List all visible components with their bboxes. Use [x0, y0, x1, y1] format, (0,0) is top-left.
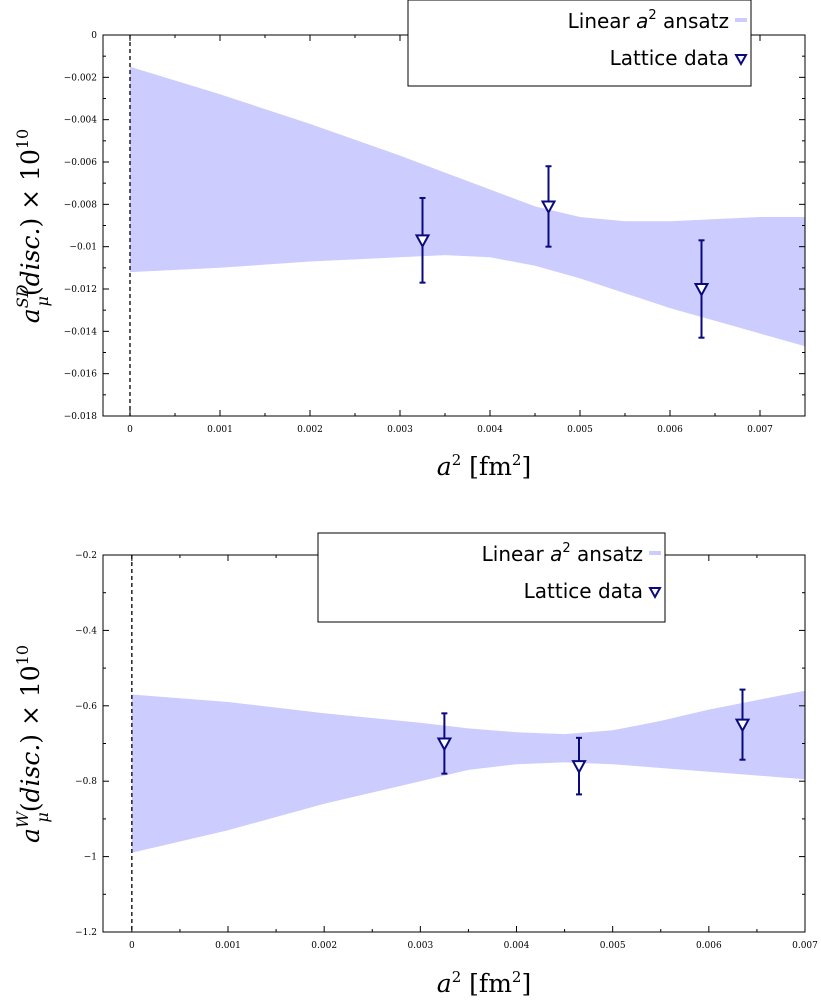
- y-axis-label: aSDμ(disc.) × 1010: [13, 129, 52, 323]
- y-tick-label: −0.012: [64, 285, 97, 295]
- x-tick-label: 0.005: [567, 425, 593, 435]
- legend-swatch-band: [735, 18, 747, 22]
- fit-band: [131, 690, 805, 853]
- x-tick-label: 0.002: [297, 425, 323, 435]
- x-tick-label: 0.007: [747, 425, 773, 435]
- y-tick-label: −0.008: [64, 200, 98, 210]
- legend-box: [407, 0, 752, 87]
- y-axis-label: aWμ(disc.) × 1010: [13, 645, 52, 843]
- y-tick-label: −0.006: [64, 158, 98, 168]
- x-tick-label: 0: [127, 425, 133, 435]
- x-tick-label: 0.006: [657, 425, 683, 435]
- y-tick-label: −0.6: [75, 702, 97, 712]
- x-tick-label: 0.002: [311, 941, 337, 951]
- y-tick-label: −0.01: [69, 243, 97, 253]
- legend-swatch-marker: [734, 54, 748, 67]
- x-tick-label: 0.007: [792, 941, 818, 951]
- legend-label-fit: Linear a2 ansatz: [568, 8, 729, 33]
- legend-label-data: Lattice data: [524, 579, 643, 603]
- data-point: [571, 760, 587, 775]
- y-tick-label: −1: [84, 853, 97, 863]
- x-tick-label: 0: [129, 941, 135, 951]
- y-tick-label: 0: [91, 31, 97, 41]
- y-tick-label: −0.002: [64, 73, 97, 83]
- y-tick-label: −0.018: [64, 412, 98, 422]
- x-tick-label: 0.003: [387, 425, 413, 435]
- y-tick-label: −1.2: [75, 928, 97, 938]
- legend: Linear a2 ansatz Lattice data: [407, 0, 752, 87]
- y-tick-label: −0.8: [75, 777, 97, 787]
- data-point: [414, 234, 431, 249]
- y-tick-label: −0.2: [75, 551, 97, 561]
- fit-band: [130, 66, 805, 347]
- x-tick-label: 0.004: [477, 425, 503, 435]
- y-tick-label: −0.014: [64, 327, 98, 337]
- data-point: [436, 737, 453, 752]
- data-point: [693, 283, 710, 298]
- legend-swatch-marker: [648, 587, 662, 600]
- legend: Linear a2 ansatz Lattice data: [317, 532, 666, 623]
- legend-box: [317, 532, 666, 623]
- x-tick-label: 0.004: [504, 941, 530, 951]
- x-tick-label: 0.001: [215, 941, 241, 951]
- x-tick-label: 0.006: [696, 941, 722, 951]
- chart-sd: 0 0.001 0.002 0.003 0.004 0.005 0.006 0.007 0 −0.…: [13, 0, 806, 481]
- x-tick-label: 0.003: [407, 941, 433, 951]
- y-tick-label: −0.004: [64, 116, 98, 126]
- data-point: [540, 200, 557, 215]
- data-point: [734, 718, 751, 733]
- legend-swatch-band: [649, 551, 661, 555]
- x-tick-label: 0.001: [207, 425, 233, 435]
- legend-label-data: Lattice data: [610, 46, 729, 70]
- x-axis-label: a2 [fm2]: [437, 968, 531, 998]
- y-tick-label: −0.016: [64, 370, 98, 380]
- x-axis-label: a2 [fm2]: [437, 451, 531, 481]
- chart-w: 0 0.001 0.002 0.003 0.004 0.005 0.006 0.007 −0.2…: [13, 532, 818, 998]
- y-tick-label: −0.4: [75, 626, 97, 636]
- legend-label-fit: Linear a2 ansatz: [482, 541, 643, 566]
- x-tick-label: 0.005: [600, 941, 626, 951]
